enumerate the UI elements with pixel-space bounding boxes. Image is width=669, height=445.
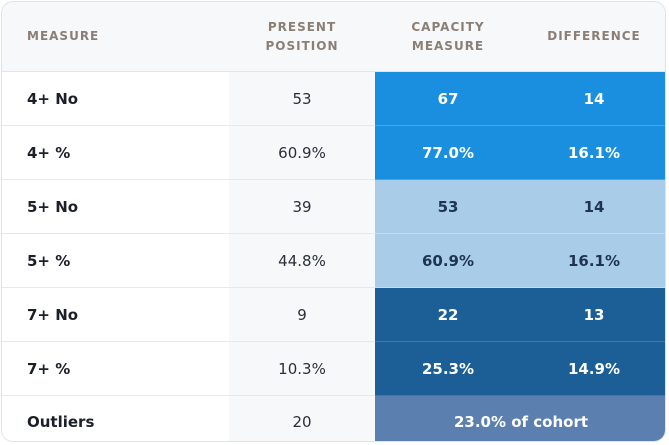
header-present-position: PRESENT POSITION <box>229 2 375 72</box>
header-difference: DIFFERENCE <box>521 2 665 72</box>
cell-present: 53 <box>229 71 375 126</box>
cell-measure: 4+ No <box>2 71 229 126</box>
cell-capacity: 22 <box>375 287 521 342</box>
table-header-row: MEASURE PRESENT POSITION CAPACITY MEASURE … <box>2 2 665 72</box>
cell-capacity: 67 <box>375 71 521 126</box>
cell-measure: 4+ % <box>2 125 229 180</box>
header-capacity-measure: CAPACITY MEASURE <box>375 2 521 72</box>
cell-outliers-summary: 23.0% of cohort <box>375 395 665 441</box>
cell-difference: 16.1% <box>521 233 665 288</box>
cell-present: 44.8% <box>229 233 375 288</box>
cell-measure: 7+ No <box>2 287 229 342</box>
cell-capacity: 25.3% <box>375 341 521 396</box>
cell-difference: 14 <box>521 71 665 126</box>
cell-difference: 13 <box>521 287 665 342</box>
cell-measure: 7+ % <box>2 341 229 396</box>
table-row: 4+ No 53 67 14 <box>2 71 665 126</box>
table-row: 5+ No 39 53 14 <box>2 179 665 234</box>
cell-capacity: 53 <box>375 179 521 234</box>
cell-capacity: 60.9% <box>375 233 521 288</box>
cell-present: 9 <box>229 287 375 342</box>
cell-present: 39 <box>229 179 375 234</box>
cell-present: 10.3% <box>229 341 375 396</box>
cell-capacity: 77.0% <box>375 125 521 180</box>
cell-difference: 16.1% <box>521 125 665 180</box>
outliers-row: Outliers 20 23.0% of cohort <box>2 395 665 441</box>
header-measure: MEASURE <box>2 2 229 72</box>
table-row: 7+ No 9 22 13 <box>2 287 665 342</box>
cell-measure: 5+ % <box>2 233 229 288</box>
table-row: 4+ % 60.9% 77.0% 16.1% <box>2 125 665 180</box>
cell-difference: 14 <box>521 179 665 234</box>
table-row: 5+ % 44.8% 60.9% 16.1% <box>2 233 665 288</box>
cell-present: 60.9% <box>229 125 375 180</box>
cell-measure: Outliers <box>2 395 229 441</box>
cell-present: 20 <box>229 395 375 441</box>
cell-difference: 14.9% <box>521 341 665 396</box>
table-row: 7+ % 10.3% 25.3% 14.9% <box>2 341 665 396</box>
cell-measure: 5+ No <box>2 179 229 234</box>
